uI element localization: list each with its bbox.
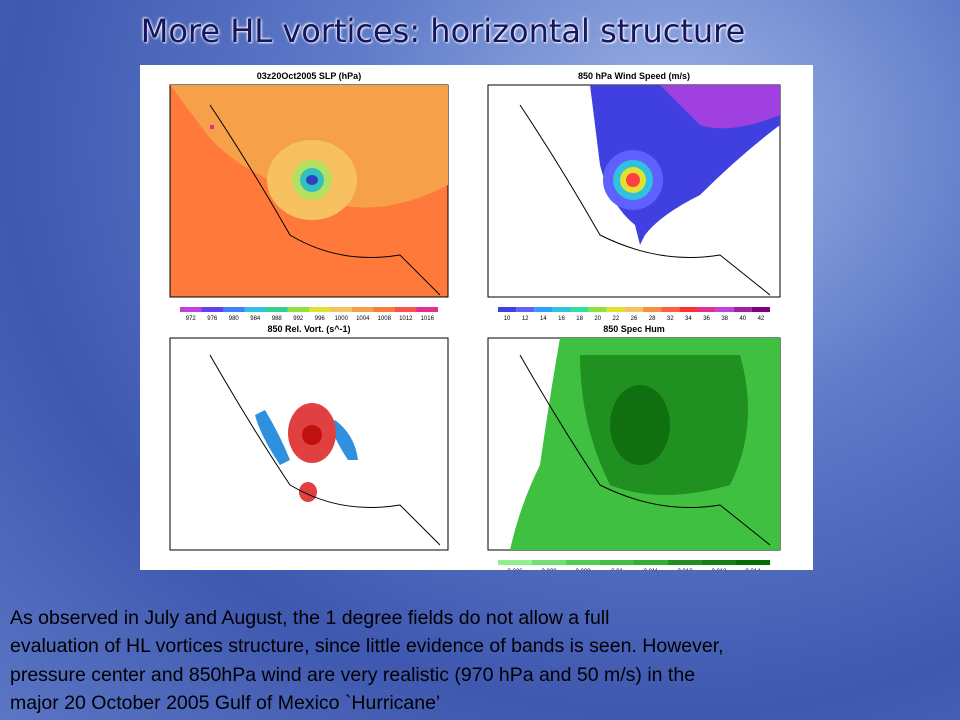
- colorbar-label: 32: [667, 316, 674, 322]
- colorbar-swatch: [516, 307, 535, 312]
- colorbar-swatch: [266, 307, 288, 312]
- colorbar-label: 0.006: [507, 569, 523, 570]
- colorbar-swatch: [309, 307, 331, 312]
- colorbar-swatch: [715, 307, 734, 312]
- colorbar-swatch: [624, 307, 644, 312]
- colorbar-label: 0.01: [611, 569, 623, 570]
- colorbar-label: 20: [594, 316, 601, 322]
- colorbar-swatch: [498, 307, 517, 312]
- map-vort: [169, 337, 449, 551]
- caption-line: As observed in July and August, the 1 de…: [10, 607, 610, 629]
- colorbar-swatch: [634, 560, 668, 565]
- map-hum: [487, 337, 781, 551]
- colorbar-swatch: [588, 307, 607, 312]
- colorbar-swatch: [201, 307, 223, 312]
- colorbar-label: 1004: [356, 316, 370, 322]
- colorbar-swatch: [697, 307, 716, 312]
- colorbar-label: 996: [315, 316, 326, 322]
- colorbar-swatch: [751, 307, 770, 312]
- colorbar-label: 0.008: [541, 569, 557, 570]
- colorbar-swatch: [702, 560, 736, 565]
- colorbar-label: 26: [631, 316, 638, 322]
- panel-title: 850 Rel. Vort. (s^-1): [267, 324, 350, 334]
- colorbar-swatch: [600, 560, 634, 565]
- caption-line: evaluation of HL vortices structure, sin…: [10, 635, 724, 658]
- colorbar-label: 0.014: [745, 569, 761, 570]
- panel-title: 03z20Oct2005 SLP (hPa): [257, 71, 361, 81]
- colorbar-label: 0.013: [711, 569, 727, 570]
- colorbar-swatch: [643, 307, 662, 312]
- colorbar-label: 1008: [378, 316, 392, 322]
- colorbar-label: 0.009: [575, 569, 591, 570]
- colorbar-label: 38: [721, 316, 728, 322]
- colorbar-label: 972: [186, 316, 197, 322]
- colorbar-swatch: [395, 307, 417, 312]
- colorbar-label: 1016: [421, 316, 435, 322]
- colorbar-swatch: [570, 307, 589, 312]
- figure: 03z20Oct2005 SLP (hPa) 972 976 980 984 988 992…: [140, 65, 813, 570]
- colorbar-swatch: [498, 560, 532, 565]
- colorbar-label: 1000: [335, 316, 349, 322]
- colorbar-label: 34: [685, 316, 692, 322]
- colorbar-swatch: [416, 307, 438, 312]
- colorbar-label: 18: [576, 316, 583, 322]
- colorbar-label: 22: [613, 316, 620, 322]
- caption-line: major 20 October 2005 Gulf of Mexico `Hu…: [10, 691, 441, 714]
- colorbar-swatch: [552, 307, 571, 312]
- colorbar-swatch: [373, 307, 395, 312]
- colorbar-swatch: [679, 307, 698, 312]
- colorbar-label: 984: [250, 316, 261, 322]
- map-slp: [169, 84, 449, 298]
- map-wind: [487, 84, 781, 298]
- colorbar-label: 16: [558, 316, 565, 322]
- panel-title: 850 hPa Wind Speed (m/s): [578, 71, 690, 81]
- caption-line: pressure center and 850hPa wind are very…: [10, 663, 696, 686]
- colorbar-label: 14: [540, 316, 547, 322]
- colorbar-swatch: [352, 307, 374, 312]
- colorbar-swatch: [287, 307, 309, 312]
- colorbar-label: 976: [207, 316, 218, 322]
- colorbar-swatch: [244, 307, 266, 312]
- colorbar-label: 980: [229, 316, 240, 322]
- colorbar-label: 42: [758, 316, 765, 322]
- colorbar-label: 40: [739, 316, 746, 322]
- colorbar-swatch: [661, 307, 680, 312]
- colorbar-swatch: [733, 307, 752, 312]
- colorbar-label: 0.011: [644, 569, 659, 570]
- colorbar-label: 0.012: [677, 569, 693, 570]
- colorbar-label: 28: [649, 316, 656, 322]
- colorbar-label: 12: [522, 316, 529, 322]
- colorbar-swatch: [330, 307, 352, 312]
- colorbar-swatch: [736, 560, 770, 565]
- colorbar-swatch: [532, 560, 566, 565]
- panel-title: 850 Spec Hum: [603, 324, 665, 334]
- colorbar-swatch: [606, 307, 625, 312]
- colorbar-swatch: [534, 307, 553, 312]
- colorbar-label: 988: [272, 316, 283, 322]
- colorbar-swatch: [223, 307, 245, 312]
- colorbar-swatch: [180, 307, 202, 312]
- colorbar-label: 36: [703, 316, 710, 322]
- caption: As observed in July and August, the 1 de…: [10, 604, 955, 717]
- colorbar-swatch: [668, 560, 702, 565]
- colorbar-swatch: [566, 560, 600, 565]
- colorbar-label: 1012: [399, 316, 413, 322]
- slide-title: More HL vortices: horizontal structure: [140, 12, 746, 50]
- colorbar-label: 10: [504, 316, 511, 322]
- colorbar-label: 992: [293, 316, 304, 322]
